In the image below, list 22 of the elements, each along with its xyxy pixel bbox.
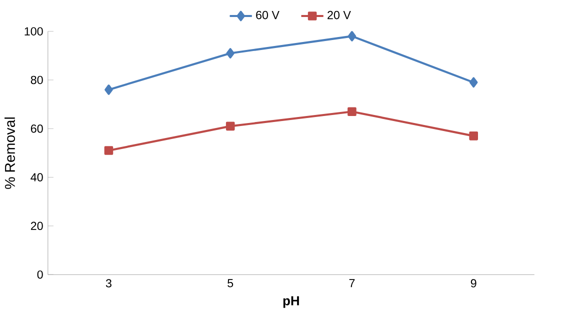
point [348, 107, 356, 116]
legend-label: 20 V [328, 10, 351, 20]
y-tick-label: 20 [30, 222, 43, 230]
y-tick-label: 0 [37, 270, 43, 279]
x-axis-title: pH [283, 296, 299, 308]
y-axis-title: % Removal [4, 118, 15, 189]
point [104, 146, 114, 155]
point [104, 84, 113, 95]
x-tick-label: 9 [470, 279, 476, 288]
x-tick-label: 5 [228, 279, 234, 288]
x-tick-label: 3 [106, 279, 112, 288]
y-tick-label: 60 [30, 124, 43, 133]
y-tick-label: 40 [30, 173, 43, 182]
x-tick-label: 7 [349, 279, 355, 288]
y-tick-label: 80 [30, 76, 43, 84]
point [469, 77, 478, 88]
point [226, 48, 234, 58]
y-tick-label: 100 [24, 27, 43, 36]
point [348, 31, 356, 42]
point [469, 132, 478, 140]
point [226, 122, 235, 131]
legend-label: 60 V [256, 10, 280, 20]
